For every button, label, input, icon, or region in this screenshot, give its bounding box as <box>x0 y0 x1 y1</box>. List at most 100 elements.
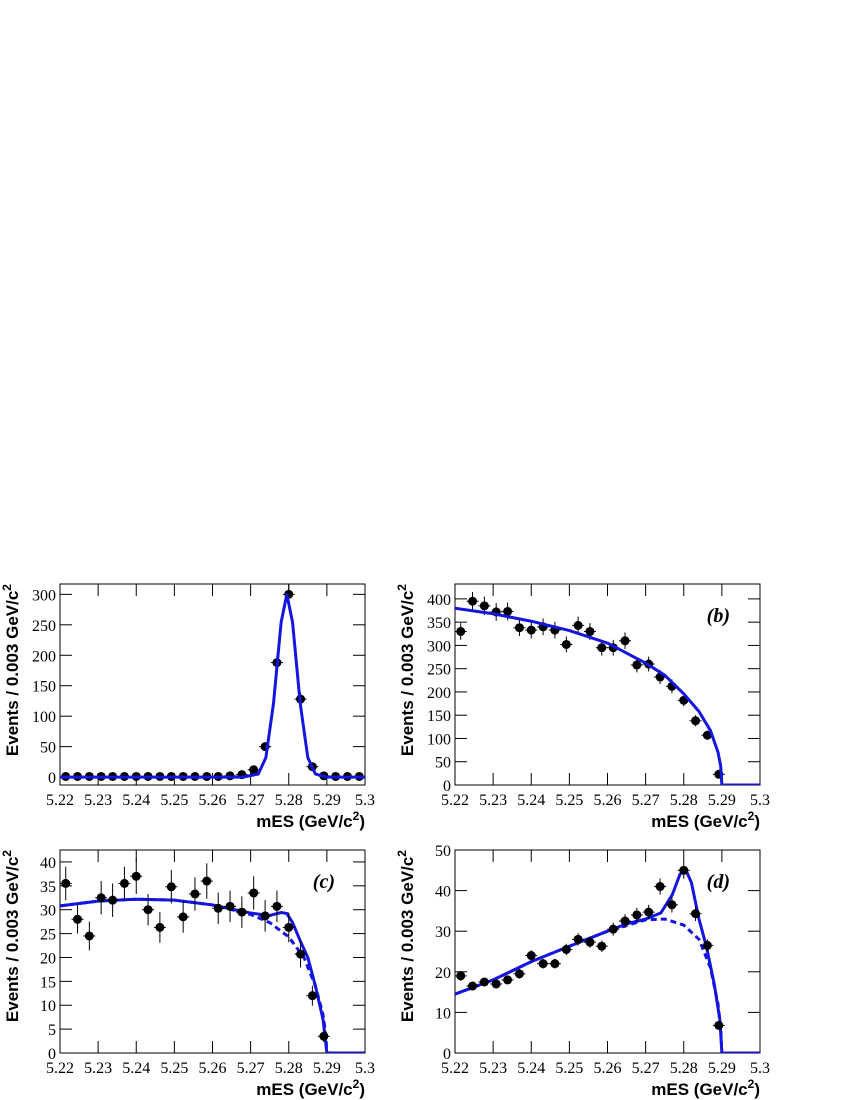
data-point <box>503 606 513 616</box>
data-point <box>108 895 118 905</box>
data-point <box>237 907 247 917</box>
x-axis-title: mES (GeV/c2) <box>651 1077 760 1099</box>
y-tick-label: 40 <box>435 884 451 901</box>
data-point <box>714 1020 724 1030</box>
data-point <box>550 959 560 969</box>
x-axis-title-part: 2 <box>748 1077 755 1091</box>
x-tick-label: 5.24 <box>517 1060 545 1077</box>
x-axis-title-part: mES (GeV/c <box>651 1080 747 1099</box>
data-point <box>491 979 501 989</box>
data-point <box>597 643 607 653</box>
x-axis-title-part: mES (GeV/c <box>256 1080 352 1099</box>
x-tick-label: 5.26 <box>199 792 227 809</box>
data-point <box>691 909 701 919</box>
y-tick-label: 300 <box>427 638 451 655</box>
y-axis-title-part: Events / 0.003 GeV/c <box>3 591 22 756</box>
y-tick-label: 50 <box>40 740 56 757</box>
x-axis-title-part: 2 <box>748 809 755 823</box>
data-point <box>503 975 513 985</box>
data-point <box>166 882 176 892</box>
fit-curve <box>60 594 365 779</box>
data-point <box>131 871 141 881</box>
x-tick-label: 5.24 <box>122 792 150 809</box>
data-point <box>190 889 200 899</box>
x-tick-label: 5.24 <box>122 1060 150 1077</box>
data-point <box>456 971 466 981</box>
x-axis-title-part: 2 <box>353 1077 360 1091</box>
x-axis-title-part: mES (GeV/c <box>256 812 352 831</box>
data-point <box>61 878 71 888</box>
x-tick-label: 5.3 <box>355 792 375 809</box>
x-tick-label: 5.28 <box>275 1060 303 1077</box>
y-tick-label: 300 <box>32 587 56 604</box>
x-tick-label: 5.3 <box>355 1060 375 1077</box>
y-tick-label: 400 <box>427 592 451 609</box>
data-point <box>679 865 689 875</box>
y-axis-title-part: 2 <box>395 850 409 857</box>
data-point <box>479 601 489 611</box>
x-tick-label: 5.29 <box>313 1060 341 1077</box>
data-point <box>307 991 317 1001</box>
x-tick-label: 5.29 <box>708 792 736 809</box>
data-point <box>155 922 165 932</box>
y-tick-label: 250 <box>427 662 451 679</box>
data-point <box>632 660 642 670</box>
data-point <box>691 716 701 726</box>
data-point <box>249 765 259 775</box>
x-tick-label: 5.27 <box>632 1060 660 1077</box>
fit-curve <box>60 897 365 1053</box>
y-tick-label: 0 <box>443 1046 451 1063</box>
panel-label: (d) <box>707 871 730 893</box>
data-point <box>249 888 259 898</box>
x-axis-title: mES (GeV/c2) <box>651 809 760 831</box>
x-tick-label: 5.3 <box>750 792 770 809</box>
data-point <box>597 941 607 951</box>
y-axis-title-part: 2 <box>0 850 14 857</box>
x-axis-title-part: ) <box>359 812 365 831</box>
x-tick-label: 5.22 <box>441 792 469 809</box>
y-axis-title-part: Events / 0.003 GeV/c <box>398 857 417 1022</box>
data-point <box>655 882 665 892</box>
y-tick-label: 150 <box>32 679 56 696</box>
data-point <box>178 912 188 922</box>
data-point <box>526 625 536 635</box>
data-point <box>526 951 536 961</box>
panel: 0 50 100 150 200 250 300 5.22 5.23 5.24 5.25 5.26 5.… <box>0 583 375 831</box>
data-point <box>213 903 223 913</box>
y-tick-label: 30 <box>40 903 56 920</box>
fit-curve <box>60 897 365 1053</box>
x-tick-label: 5.28 <box>670 792 698 809</box>
data-point <box>319 1031 329 1041</box>
data-point <box>620 916 630 926</box>
data-point <box>514 623 524 633</box>
x-axis-title-part: ) <box>754 1080 760 1099</box>
data-point <box>538 959 548 969</box>
panel: 0 5 10 15 20 25 30 35 40 5.22 5.23 5.24 5.25 5.26 5.27… <box>0 849 375 1099</box>
x-tick-label: 5.3 <box>750 1060 770 1077</box>
panel: 0 50 100 150 200 250 300 350 400 5.22 5.23 5.24 5.25… <box>395 583 770 831</box>
data-point <box>608 924 618 934</box>
y-axis-title: Events / 0.003 GeV/c2 <box>395 584 417 756</box>
y-tick-label: 30 <box>435 924 451 941</box>
y-tick-label: 50 <box>435 755 451 772</box>
x-tick-label: 5.22 <box>441 1060 469 1077</box>
y-axis-title: Events / 0.003 GeV/c2 <box>0 584 22 756</box>
fit-curve <box>455 606 760 785</box>
data-point <box>225 901 235 911</box>
data-point <box>84 931 94 941</box>
x-tick-label: 5.26 <box>594 1060 622 1077</box>
x-tick-label: 5.28 <box>670 1060 698 1077</box>
x-axis-title: mES (GeV/c2) <box>256 809 365 831</box>
data-point <box>644 907 654 917</box>
y-axis-title-part: Events / 0.003 GeV/c <box>3 857 22 1022</box>
y-tick-label: 5 <box>48 1022 56 1039</box>
data-point <box>620 636 630 646</box>
data-point <box>573 934 583 944</box>
x-tick-label: 5.25 <box>555 1060 583 1077</box>
y-tick-label: 10 <box>40 998 56 1015</box>
y-axis-title-part: 2 <box>395 584 409 591</box>
x-axis-title-part: 2 <box>353 809 360 823</box>
y-tick-label: 250 <box>32 618 56 635</box>
data-point <box>585 626 595 636</box>
